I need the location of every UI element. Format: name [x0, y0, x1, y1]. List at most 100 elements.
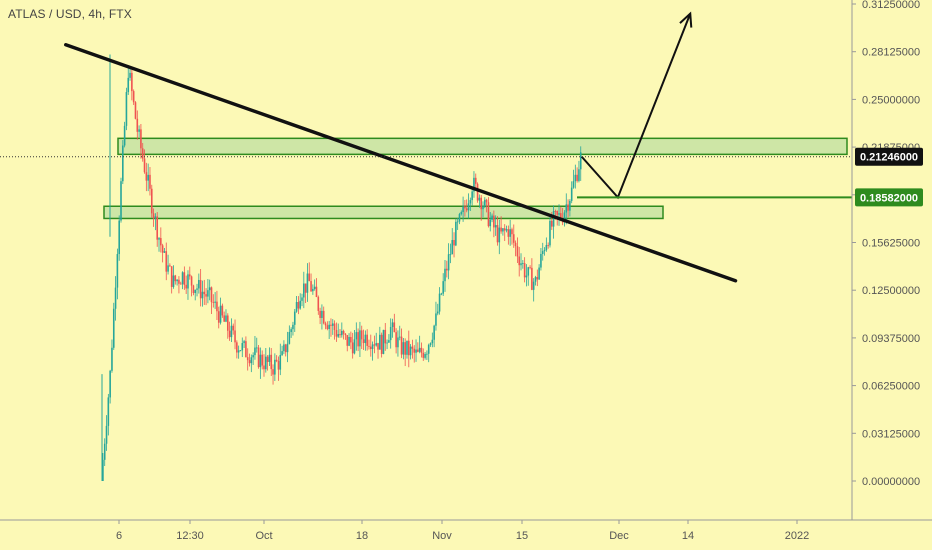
candle-body: [417, 349, 419, 352]
candle-body: [353, 339, 356, 354]
candle: [471, 187, 473, 206]
current-price-label: 0.21246000: [855, 147, 923, 166]
candle: [293, 308, 296, 332]
candle-body: [404, 342, 406, 355]
candle-body: [154, 216, 157, 219]
candle: [277, 356, 280, 381]
candle-body: [341, 330, 343, 336]
candle: [196, 283, 198, 297]
candle: [552, 205, 555, 239]
candle: [185, 275, 187, 295]
candle-body: [187, 274, 189, 289]
candle-body: [304, 283, 307, 293]
candle: [275, 355, 278, 363]
candle-body: [503, 228, 506, 231]
candle-body: [569, 200, 571, 211]
candle: [230, 318, 233, 342]
candle: [460, 210, 463, 216]
candle-body: [122, 145, 124, 182]
candle-body: [228, 330, 231, 338]
candle: [178, 276, 180, 294]
candle: [570, 181, 573, 204]
candle: [315, 278, 318, 298]
candle: [331, 319, 334, 335]
candle: [120, 177, 122, 223]
candle-body: [446, 268, 448, 271]
candle: [427, 343, 430, 363]
candle-body: [507, 229, 510, 237]
candle-body: [190, 276, 193, 286]
candle-body: [369, 346, 372, 350]
candle: [388, 334, 390, 343]
candle-body: [570, 187, 573, 201]
candle: [518, 246, 521, 277]
candle: [183, 266, 186, 290]
candle-body: [163, 251, 166, 253]
candle: [429, 342, 432, 347]
price-tick-label: 0.09375000: [862, 333, 920, 345]
candle: [301, 293, 303, 307]
candle-body: [549, 220, 551, 246]
candle: [485, 198, 488, 213]
candle: [532, 278, 535, 302]
candle-body: [188, 274, 191, 277]
candle: [348, 333, 350, 347]
candle: [355, 322, 358, 351]
candle-body: [210, 287, 213, 303]
candle-body: [268, 354, 271, 362]
candle: [149, 167, 151, 196]
candle-body: [114, 287, 117, 309]
candle-body: [552, 211, 555, 227]
candle-body: [125, 92, 128, 126]
candle: [254, 335, 256, 360]
candle-body: [308, 273, 311, 282]
candle-body: [261, 354, 263, 366]
candle-body: [543, 250, 546, 252]
candle-body: [512, 234, 515, 243]
symbol-title: ATLAS / USD, 4h, FTX: [8, 7, 132, 21]
candle-body: [474, 177, 477, 184]
candle: [489, 211, 492, 232]
candle: [435, 301, 437, 331]
candle-body: [132, 91, 135, 103]
candle: [170, 266, 173, 294]
candle: [574, 164, 577, 189]
candle: [176, 278, 178, 286]
candle: [243, 339, 245, 348]
candle-body: [389, 326, 392, 341]
candle-body: [223, 315, 225, 322]
candle: [339, 328, 341, 338]
candle-body: [418, 347, 421, 352]
candle-body: [226, 315, 229, 331]
candle-body: [357, 332, 359, 347]
candle: [194, 289, 197, 301]
candle: [328, 320, 330, 339]
candle-body: [453, 240, 455, 246]
candle-body: [554, 211, 557, 212]
candle: [154, 213, 157, 231]
candle: [384, 323, 387, 351]
arrow-head: [679, 11, 693, 28]
candle-body: [420, 347, 423, 353]
candle-body: [165, 251, 168, 272]
candle: [402, 337, 405, 360]
candle: [122, 140, 124, 185]
candle: [295, 296, 298, 313]
candle: [169, 263, 171, 267]
candle-body: [306, 273, 309, 293]
candle-body: [456, 221, 459, 223]
candle: [395, 328, 397, 354]
candle-body: [415, 349, 417, 353]
candle-body: [359, 330, 361, 347]
candle: [163, 247, 166, 253]
candle: [165, 242, 168, 281]
candle-body: [541, 251, 544, 254]
candle-body: [284, 344, 287, 353]
candle-body: [283, 344, 285, 352]
drawings-layer: [0, 11, 852, 283]
candle-body: [342, 330, 345, 334]
time-tick-label: 15: [516, 530, 528, 542]
candle-body: [288, 332, 291, 344]
candle-body: [149, 174, 151, 189]
